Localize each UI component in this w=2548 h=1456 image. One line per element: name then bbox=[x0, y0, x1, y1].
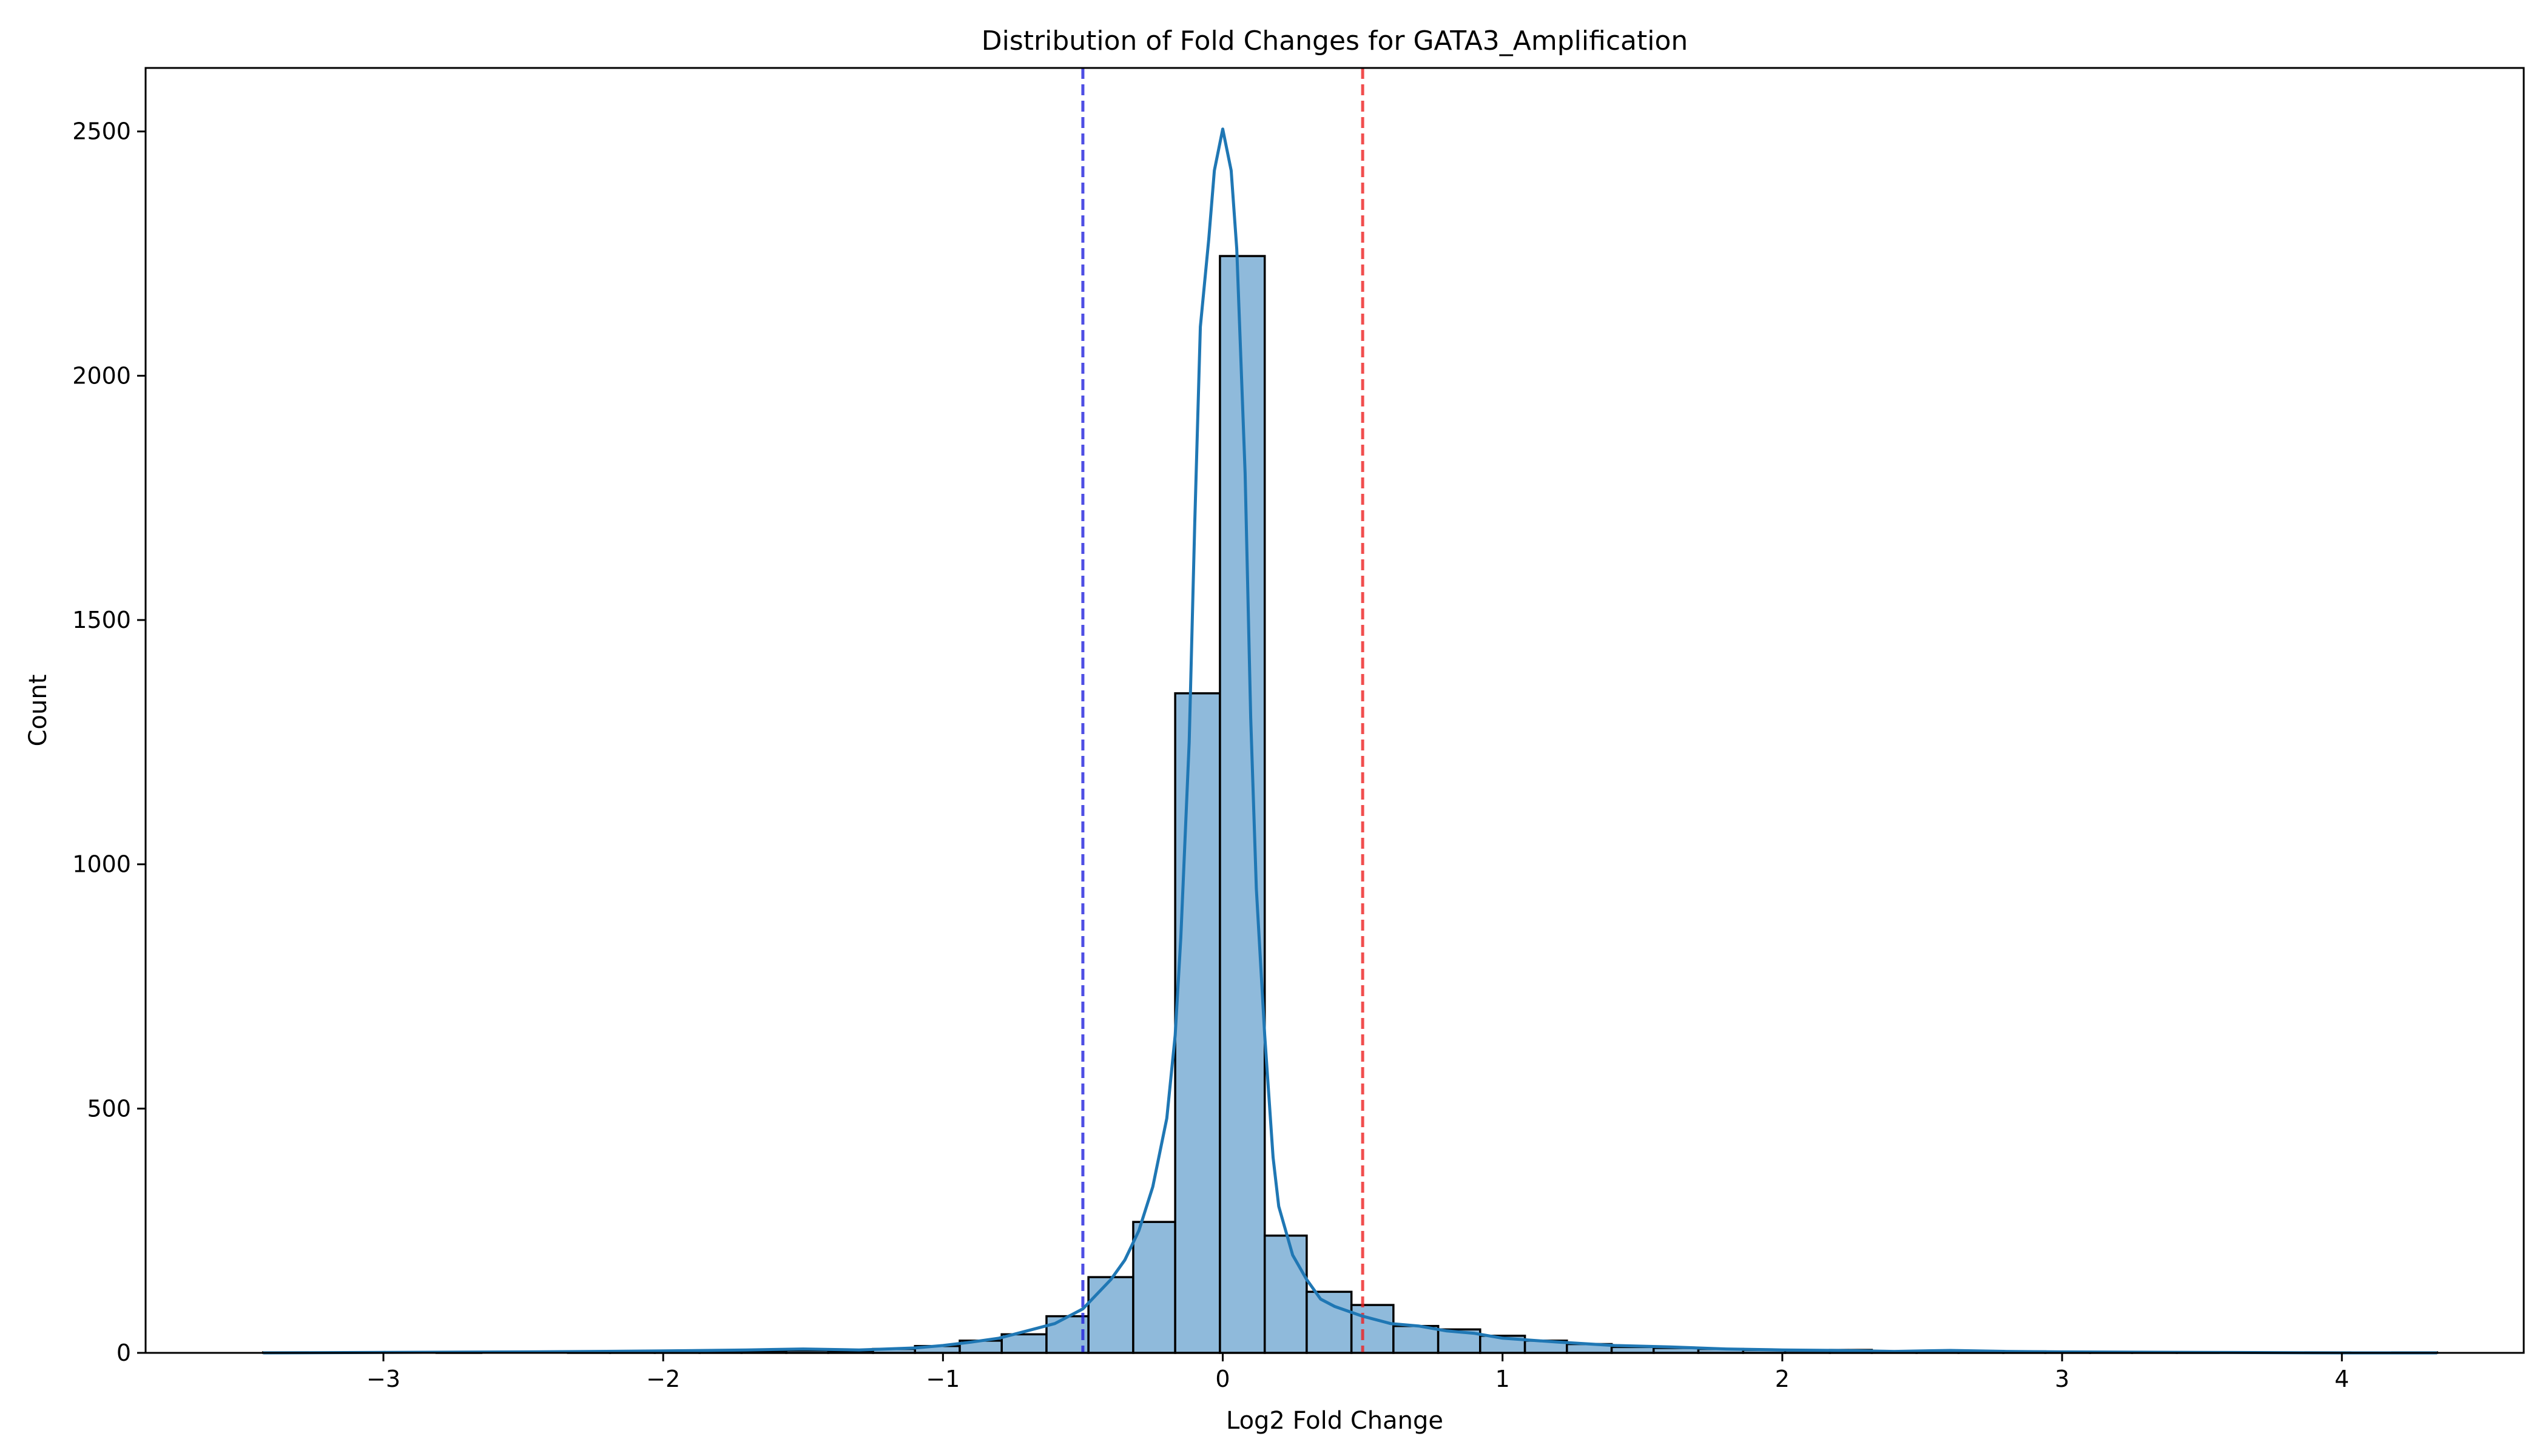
threshold-lines bbox=[1081, 68, 1364, 1353]
y-tick-label: 1000 bbox=[72, 851, 131, 878]
y-axis-label: Count bbox=[24, 675, 52, 747]
y-axis-ticks: 0 500 1000 1500 2000 2500 bbox=[72, 118, 146, 1366]
x-tick-label: 3 bbox=[2055, 1366, 2069, 1392]
y-tick-label: 2500 bbox=[72, 118, 131, 145]
histogram-bar bbox=[1263, 1234, 1308, 1354]
kde-curve bbox=[263, 127, 2437, 1355]
x-tick-label: 0 bbox=[1215, 1366, 1230, 1392]
histogram-bar bbox=[1132, 1221, 1176, 1354]
x-tick-label: −3 bbox=[366, 1366, 400, 1392]
x-tick-label: 2 bbox=[1775, 1366, 1790, 1392]
histogram-bar bbox=[1174, 692, 1221, 1354]
y-tick-label: 500 bbox=[87, 1095, 131, 1122]
histogram-bar bbox=[1087, 1276, 1134, 1354]
x-tick-label: 4 bbox=[2334, 1366, 2349, 1392]
histogram-bar bbox=[1392, 1324, 1440, 1354]
histogram-bars bbox=[261, 255, 2438, 1354]
y-tick-label: 0 bbox=[116, 1340, 131, 1366]
plot-frame bbox=[144, 67, 2525, 1354]
histogram-bar bbox=[1306, 1290, 1353, 1354]
y-tick-label: 2000 bbox=[72, 362, 131, 389]
x-tick-label: 1 bbox=[1495, 1366, 1510, 1392]
chart-title: Distribution of Fold Changes for GATA3_A… bbox=[982, 25, 1688, 56]
x-axis-ticks: −3 −2 −1 0 1 2 3 4 bbox=[366, 1353, 2349, 1392]
y-tick-label: 1500 bbox=[72, 607, 131, 633]
histogram-bar bbox=[1350, 1304, 1395, 1354]
x-axis-label: Log2 Fold Change bbox=[1226, 1407, 1443, 1435]
x-tick-label: −2 bbox=[646, 1366, 680, 1392]
x-tick-label: −1 bbox=[926, 1366, 960, 1392]
